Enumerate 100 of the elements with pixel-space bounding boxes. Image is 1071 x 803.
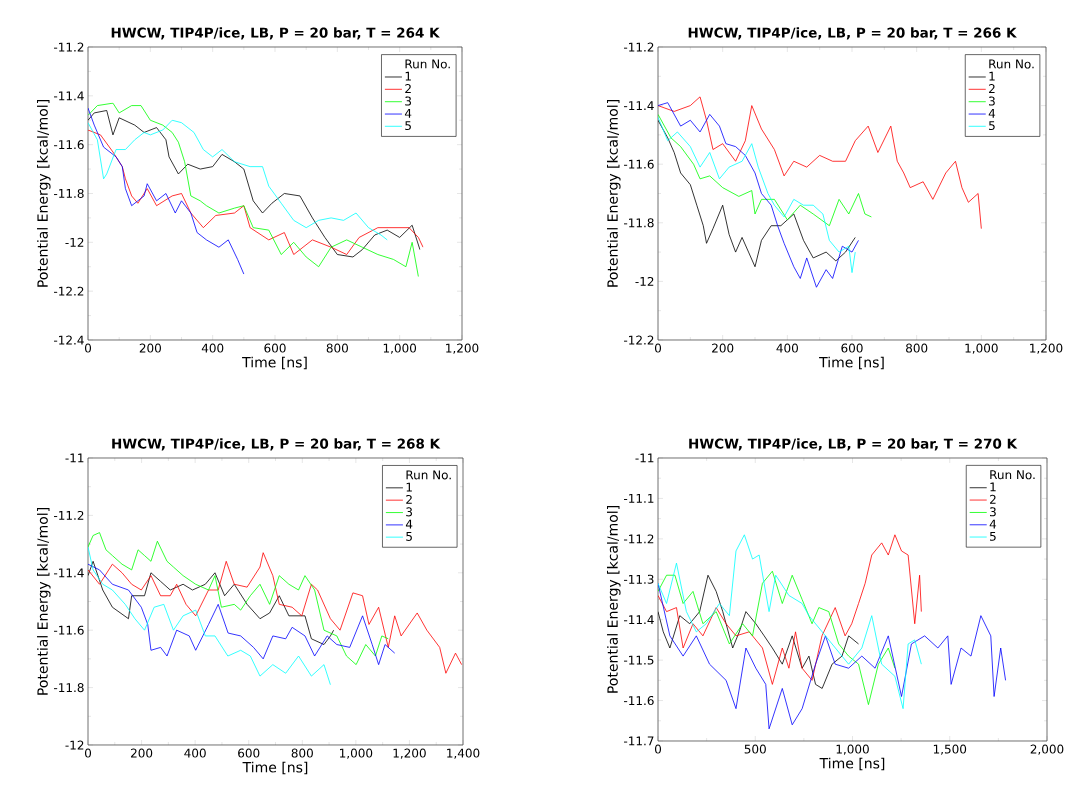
x-tick-label: 0 [654, 744, 662, 754]
legend-label: 3 [406, 507, 412, 517]
x-tick-label: 600 [264, 343, 286, 353]
y-tick-label: -11.7 [624, 736, 654, 746]
legend-label: 5 [989, 121, 995, 131]
legend-label: 1 [990, 482, 996, 492]
legend-title: Run No. [406, 470, 451, 480]
y-tick-label: -12 [635, 276, 654, 286]
y-tick-label: -12 [65, 237, 84, 247]
y-tick-label: -11.6 [624, 696, 654, 706]
y-tick-label: -11.6 [54, 625, 84, 635]
x-tick-label: 600 [238, 748, 260, 758]
line-series [88, 532, 389, 666]
chart-title: HWCW, TIP4P/ice, LB, P = 20 bar, T = 264 K [111, 27, 440, 40]
x-axis-title: Time [ns] [242, 356, 307, 370]
legend-label: 5 [406, 532, 412, 541]
y-tick-label: -11.2 [54, 42, 84, 52]
x-tick-label: 1,000 [340, 748, 373, 759]
y-tick-label: -11.4 [624, 615, 654, 625]
y-tick-label: -11.4 [624, 101, 654, 110]
legend-label: 1 [406, 482, 412, 492]
x-tick-label: 2,000 [1030, 744, 1064, 755]
legend-label: 4 [989, 519, 997, 529]
chart-title: HWCW, TIP4P/ice, LB, P = 20 bar, T = 268 K [112, 438, 441, 451]
legend-label: 2 [989, 84, 995, 94]
x-tick-label: 800 [326, 343, 348, 353]
x-tick-label: 800 [906, 343, 928, 353]
x-tick-label: 200 [131, 748, 153, 758]
y-tick-label: -11.3 [624, 574, 654, 584]
x-tick-label: 1,200 [446, 343, 479, 354]
x-tick-label: 0 [654, 343, 662, 353]
legend-title: Run No. [405, 59, 450, 69]
y-axis-title: Potential Energy [kcal/mol] [607, 100, 621, 287]
legend-title: Run No. [989, 59, 1034, 69]
line-series [88, 560, 335, 645]
x-axis-title: Time [ns] [242, 761, 308, 775]
legend-label: 3 [990, 507, 996, 517]
legend-label: 4 [405, 519, 413, 529]
x-tick-label: 200 [139, 343, 161, 353]
line-series [88, 119, 388, 241]
y-tick-label: -11 [635, 453, 654, 463]
x-tick-label: 1,000 [965, 343, 998, 354]
x-tick-label: 200 [712, 343, 734, 353]
y-tick-label: -11.8 [54, 683, 84, 693]
chart-title: HWCW, TIP4P/ice, LB, P = 20 bar, T = 266 K [688, 27, 1017, 40]
y-tick-label: -11.2 [54, 510, 84, 520]
y-tick-label: -11.1 [624, 494, 654, 503]
x-tick-label: 1,000 [836, 744, 869, 755]
x-tick-label: 400 [184, 748, 206, 758]
y-axis-title: Potential Energy [kcal/mol] [607, 506, 621, 693]
legend-label: 5 [990, 531, 996, 541]
y-tick-label: -11.2 [624, 534, 654, 544]
line-series [88, 107, 245, 275]
line-series [658, 102, 859, 288]
x-tick-label: 500 [744, 744, 766, 754]
line-series [88, 110, 421, 258]
y-tick-label: -11.2 [624, 42, 654, 52]
legend-label: 3 [989, 96, 995, 106]
legend-label: 2 [405, 84, 411, 94]
x-tick-label: 1,200 [1030, 343, 1063, 354]
y-tick-label: -12.2 [54, 286, 84, 296]
y-tick-label: -12.4 [54, 335, 84, 345]
y-tick-label: -11.4 [54, 568, 84, 578]
line-series [658, 570, 896, 705]
y-tick-label: -11.8 [54, 188, 84, 199]
x-tick-label: 0 [84, 343, 92, 353]
x-tick-label: 1,000 [383, 343, 417, 354]
legend-title: Run No. [990, 470, 1035, 480]
line-series [88, 563, 396, 666]
y-tick-label: -11.8 [624, 218, 654, 228]
x-tick-label: 1,400 [447, 748, 480, 759]
y-axis-title: Potential Energy [kcal/mol] [37, 508, 51, 695]
chart-title: HWCW, TIP4P/ice, LB, P = 20 bar, T = 270 K [689, 438, 1018, 451]
legend-label: 2 [406, 494, 412, 504]
legend-label: 2 [990, 494, 996, 504]
y-tick-label: -12.2 [624, 335, 654, 345]
line-series [88, 552, 463, 674]
x-tick-label: 0 [84, 748, 92, 758]
legend-label: 1 [405, 71, 411, 81]
line-series [658, 574, 859, 689]
x-tick-label: 800 [291, 748, 313, 758]
x-axis-title: Time [ns] [819, 757, 885, 771]
x-tick-label: 600 [841, 343, 863, 353]
y-tick-label: -11.6 [54, 140, 84, 150]
x-axis-title: Time [ns] [819, 356, 884, 370]
y-tick-label: -11.5 [624, 655, 654, 665]
y-tick-label: -11.6 [624, 159, 654, 169]
line-series [658, 96, 982, 230]
legend-label: 5 [405, 121, 411, 131]
legend-label: 1 [989, 71, 995, 81]
legend-label: 4 [404, 108, 412, 118]
x-tick-label: 1,500 [933, 744, 967, 755]
legend-label: 4 [988, 108, 996, 118]
x-tick-label: 400 [201, 343, 224, 353]
x-tick-label: 1,200 [393, 748, 426, 759]
y-tick-label: -11 [65, 453, 84, 463]
y-tick-label: -12 [65, 740, 84, 750]
x-tick-label: 400 [776, 343, 798, 353]
y-axis-title: Potential Energy [kcal/mol] [37, 100, 51, 287]
line-series [658, 113, 872, 227]
